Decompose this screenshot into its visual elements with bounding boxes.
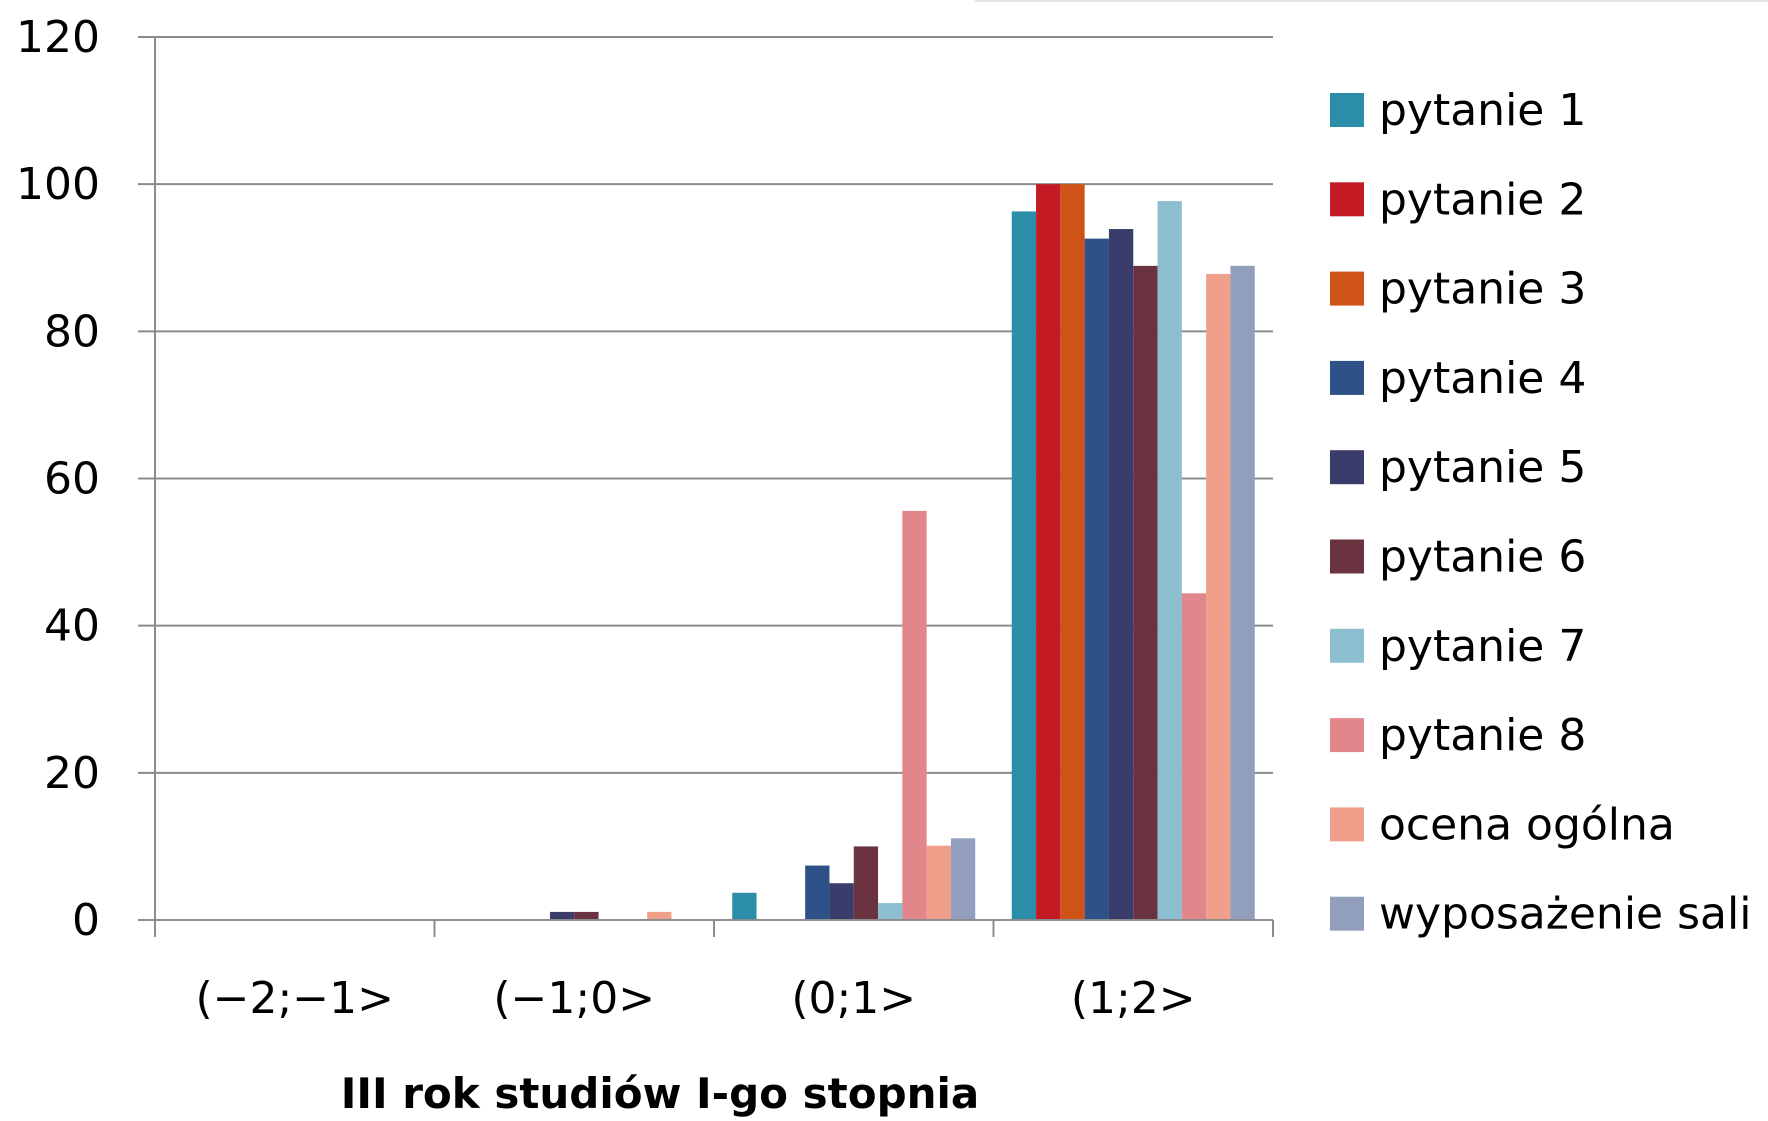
legend-label: wyposażenie sali bbox=[1379, 889, 1751, 940]
x-tick-label: (0;1> bbox=[791, 973, 916, 1024]
legend-label: pytanie 1 bbox=[1379, 85, 1586, 136]
x-tick-labels: (−2;−1> (−1;0> (0;1> (1;2> bbox=[195, 973, 1195, 1024]
legend-swatch bbox=[1330, 718, 1364, 753]
bar bbox=[574, 911, 599, 920]
legend-swatch bbox=[1330, 628, 1364, 663]
y-tick-labels: 0 20 40 60 80 100 120 bbox=[16, 12, 100, 946]
y-tick-label: 20 bbox=[44, 748, 100, 799]
bar bbox=[829, 883, 854, 920]
bar bbox=[805, 865, 830, 920]
bar bbox=[1036, 184, 1061, 920]
legend-swatch bbox=[1330, 93, 1364, 127]
y-tick-label: 100 bbox=[16, 159, 100, 210]
legend: pytanie 1 pytanie 2 pytanie 3 pytanie 4 pyta… bbox=[1330, 85, 1751, 940]
y-tick-label: 0 bbox=[72, 895, 100, 946]
y-tick-label: 120 bbox=[16, 12, 100, 63]
legend-label: pytanie 4 bbox=[1379, 353, 1586, 404]
legend-label: pytanie 8 bbox=[1379, 710, 1586, 761]
bar bbox=[1108, 229, 1134, 921]
x-axis-title: III rok studiów I-go stopnia bbox=[341, 1069, 980, 1118]
legend-label: pytanie 6 bbox=[1379, 532, 1586, 583]
y-tick-label: 40 bbox=[44, 601, 100, 652]
y-tick-label: 60 bbox=[44, 454, 100, 505]
bar bbox=[878, 903, 903, 920]
legend-swatch bbox=[1330, 450, 1364, 485]
y-tick-label: 80 bbox=[44, 306, 100, 357]
bar bbox=[926, 845, 951, 920]
bar bbox=[1084, 238, 1109, 920]
legend-label: pytanie 2 bbox=[1379, 174, 1586, 225]
legend-swatch bbox=[1330, 896, 1364, 931]
x-tick-label: (−2;−1> bbox=[195, 973, 394, 1024]
legend-label: pytanie 5 bbox=[1379, 442, 1586, 493]
bar bbox=[1230, 265, 1255, 920]
legend-swatch bbox=[1330, 360, 1364, 395]
legend-label: pytanie 7 bbox=[1379, 621, 1586, 672]
bar bbox=[950, 838, 976, 920]
legend-swatch bbox=[1330, 271, 1364, 306]
axes bbox=[138, 36, 1274, 937]
bar bbox=[1206, 273, 1231, 920]
legend-label: pytanie 3 bbox=[1379, 264, 1586, 315]
bar bbox=[902, 510, 927, 920]
bar bbox=[1157, 201, 1182, 921]
bars-group bbox=[549, 184, 1255, 921]
bar bbox=[1181, 593, 1207, 920]
legend-swatch bbox=[1330, 539, 1364, 574]
top-border-line bbox=[975, 0, 1768, 2]
bar bbox=[853, 846, 879, 920]
legend-label: ocena ogólna bbox=[1379, 799, 1675, 850]
legend-swatch bbox=[1330, 182, 1364, 217]
bar bbox=[1011, 211, 1037, 920]
x-tick-label: (−1;0> bbox=[493, 973, 655, 1024]
bar bbox=[732, 892, 757, 920]
legend-swatch bbox=[1330, 807, 1364, 842]
bar bbox=[647, 911, 672, 920]
bar bbox=[549, 911, 575, 920]
bar bbox=[1060, 184, 1085, 920]
x-tick-label: (1;2> bbox=[1071, 973, 1196, 1024]
bar bbox=[1133, 265, 1158, 920]
